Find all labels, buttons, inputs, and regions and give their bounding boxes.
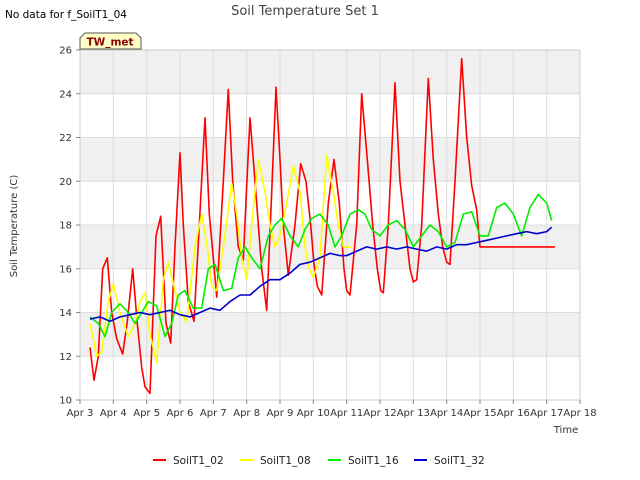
x-tick-label: Apr 11 bbox=[330, 408, 363, 419]
badge-label: TW_met bbox=[86, 37, 133, 49]
x-tick-label: Apr 6 bbox=[167, 408, 194, 419]
y-axis-label: Soil Temperature (C) bbox=[9, 175, 20, 278]
x-tick-label: Apr 3 bbox=[67, 408, 94, 419]
x-tick-label: Apr 14 bbox=[430, 408, 463, 419]
y-tick-label: 16 bbox=[59, 264, 72, 275]
x-tick-label: Apr 18 bbox=[563, 408, 596, 419]
series-line-SoilT1_16 bbox=[89, 193, 553, 338]
x-tick-label: Apr 4 bbox=[100, 408, 127, 419]
y-tick-label: 22 bbox=[59, 133, 72, 144]
series-line-SoilT1_32 bbox=[89, 226, 553, 323]
x-tick-label: Apr 15 bbox=[463, 408, 496, 419]
legend-label-SoilT1_32: SoilT1_32 bbox=[434, 455, 485, 467]
x-axis-label: Time bbox=[553, 425, 578, 436]
y-tick-label: 20 bbox=[59, 177, 72, 188]
y-tick-labels: 10 12 14 16 18 20 22 24 26 bbox=[59, 46, 80, 407]
x-tick-label: Apr 12 bbox=[363, 408, 396, 419]
series-lines bbox=[89, 57, 555, 395]
x-tick-label: Apr 9 bbox=[267, 408, 294, 419]
x-tick-label: Apr 8 bbox=[233, 408, 260, 419]
x-tick-label: Apr 17 bbox=[530, 408, 563, 419]
plot-band bbox=[80, 312, 580, 357]
x-tick-label: Apr 16 bbox=[497, 408, 530, 419]
y-tick-label: 12 bbox=[59, 352, 72, 363]
legend-label-SoilT1_02: SoilT1_02 bbox=[173, 455, 224, 467]
x-tick-label: Apr 7 bbox=[200, 408, 227, 419]
plot-band bbox=[80, 50, 580, 94]
y-tick-label: 18 bbox=[59, 221, 72, 232]
badge-box bbox=[79, 32, 142, 50]
legend-label-SoilT1_08: SoilT1_08 bbox=[260, 455, 311, 467]
tw-met-badge: TW_met bbox=[79, 32, 142, 50]
x-tick-label: Apr 5 bbox=[133, 408, 160, 419]
no-data-note: No data for f_SoilT1_04 bbox=[5, 9, 127, 21]
y-tick-label: 24 bbox=[59, 89, 72, 100]
y-tick-label: 14 bbox=[59, 308, 72, 319]
x-tick-label: Apr 10 bbox=[297, 408, 330, 419]
x-tick-label: Apr 13 bbox=[397, 408, 430, 419]
y-tick-label: 10 bbox=[59, 396, 72, 407]
legend-label-SoilT1_16: SoilT1_16 bbox=[348, 455, 399, 467]
legend: SoilT1_02 SoilT1_08 SoilT1_16 SoilT1_32 bbox=[153, 455, 485, 467]
x-tick-labels: Apr 3 Apr 4 Apr 5 Apr 6 Apr 7 Apr 8 Apr 9 Apr 1… bbox=[67, 400, 597, 419]
chart-title: Soil Temperature Set 1 bbox=[231, 4, 379, 19]
y-tick-label: 26 bbox=[59, 46, 72, 57]
